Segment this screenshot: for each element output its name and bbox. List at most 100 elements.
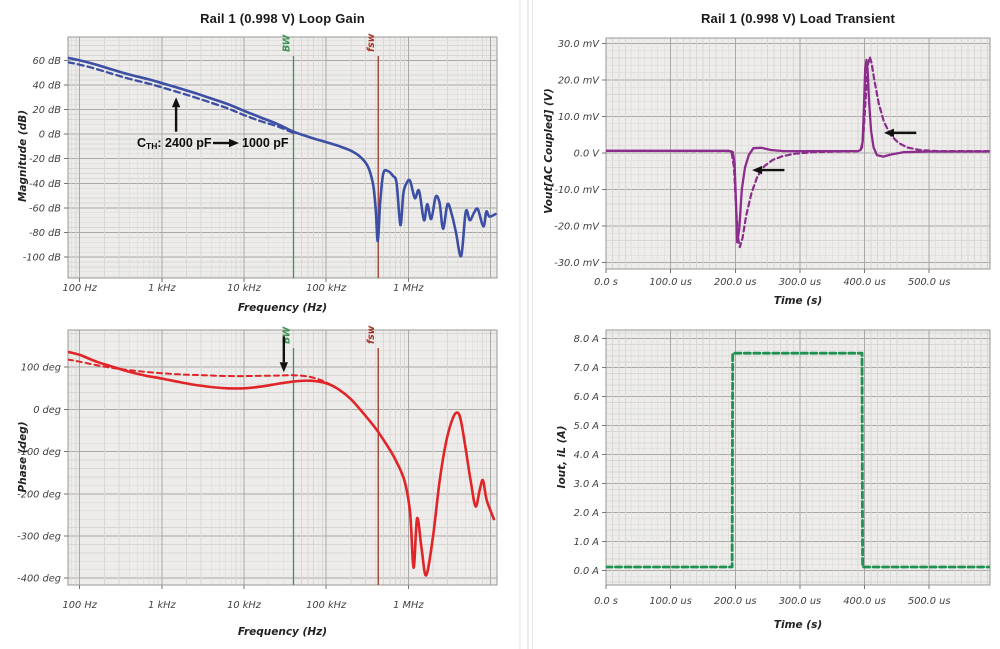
axis-ticks: [602, 42, 930, 273]
x-tick-label: 500.0 us: [908, 277, 950, 288]
marker-fsw: fsw: [366, 325, 379, 585]
y-tick-label: 8.0 A: [574, 334, 600, 345]
tick-labels: 60 dB 40 dB 20 dB 0 dB -20 dB -40 dB -60 dB -80…: [23, 56, 425, 294]
y-tick-label: 30.0 mV: [558, 39, 600, 50]
phase-axis-label: Phase (deg): [17, 421, 29, 493]
y-tick-label: 60 dB: [32, 56, 61, 67]
frequency-axis-label-phase: Frequency (Hz): [237, 626, 328, 638]
plot-frame: [67, 329, 498, 586]
cth-annotation-prefix: C: [137, 136, 147, 150]
gridlines: [605, 38, 990, 269]
curve-dashed: [606, 351, 990, 569]
x-tick-label: 400.0 us: [843, 596, 885, 607]
y-tick-label: -10.0 mV: [554, 185, 600, 196]
vout-axis-label: Vout[AC Coupled] (V): [543, 88, 555, 214]
marker-label-fsw: fsw: [366, 33, 377, 52]
y-tick-label: 6.0 A: [574, 392, 600, 403]
marker-label-fsw: fsw: [366, 325, 377, 344]
y-tick-label: -400 deg: [17, 574, 61, 585]
tick-labels: 30.0 mV 20.0 mV 10.0 mV 0.0 V -10.0 mV -20.0 …: [554, 39, 950, 288]
marker-label-BW: BW: [281, 34, 292, 52]
tick-labels: 100 deg 0 deg -100 deg -200 deg -300 deg -400…: [17, 363, 424, 611]
annotation-arrow-head: [279, 362, 289, 373]
annotation-arrow-head: [171, 97, 181, 108]
x-tick-label: 100 Hz: [63, 600, 98, 611]
chart-0: BW fsw 60 dB 40 dB 20 dB 0 dB -20 dB -40 dB -60 …: [23, 33, 498, 294]
y-tick-label: 5.0 A: [574, 421, 600, 432]
curve-solid: [68, 56, 497, 258]
x-tick-label: 200.0 us: [714, 277, 756, 288]
y-tick-label: 40 dB: [32, 80, 61, 91]
frequency-axis-label-magnitude: Frequency (Hz): [237, 302, 328, 314]
tick-labels: 8.0 A 7.0 A 6.0 A 5.0 A 4.0 A 3.0 A 2.0 A 1.0 A…: [574, 334, 951, 607]
time-axis-label-vout: Time (s): [773, 295, 823, 307]
curve-dashed: [68, 61, 295, 135]
arrow-left: [883, 128, 917, 138]
x-tick-label: 100 Hz: [63, 283, 98, 294]
x-tick-label: 100 kHz: [306, 283, 347, 294]
y-tick-label: -30.0 mV: [554, 258, 600, 269]
y-tick-label: -60 dB: [29, 203, 61, 214]
x-tick-label: 400.0 us: [843, 277, 885, 288]
y-tick-label: -80 dB: [29, 228, 61, 239]
axis-ticks: [64, 59, 409, 282]
y-tick-label: 20.0 mV: [558, 75, 600, 86]
arrow-up: [171, 97, 181, 132]
x-tick-label: 300.0 us: [779, 596, 821, 607]
magnitude-axis-label: Magnitude (dB): [17, 109, 29, 203]
y-tick-label: 7.0 A: [574, 363, 600, 374]
x-tick-label: 1 kHz: [148, 600, 176, 611]
x-tick-label: 0.0 s: [594, 277, 618, 288]
x-tick-label: 10 kHz: [227, 600, 262, 611]
cth-annotation-result: 1000 pF: [242, 136, 289, 150]
chart-1: BW fsw 100 deg 0 deg -100 deg -200 deg -300 de…: [17, 325, 498, 611]
y-tick-label: 4.0 A: [574, 450, 600, 461]
plot-frame: [605, 37, 991, 270]
x-tick-label: 1 MHz: [393, 283, 424, 294]
y-tick-label: 1.0 A: [574, 537, 600, 548]
marker-label-BW: BW: [281, 326, 292, 344]
marker-BW: BW: [281, 326, 295, 585]
cth-annotation-value: : 2400 pF: [157, 136, 212, 150]
curve-solid: [68, 350, 496, 577]
plot-frame: [605, 329, 991, 586]
iout-axis-label: Iout, iL (A): [556, 425, 568, 489]
y-tick-label: 2.0 A: [574, 508, 600, 519]
y-tick-label: -100 dB: [23, 253, 62, 264]
axis-ticks: [64, 366, 409, 589]
x-tick-label: 100 kHz: [306, 600, 347, 611]
chart-2: 30.0 mV 20.0 mV 10.0 mV 0.0 V -10.0 mV -20.0 …: [554, 37, 991, 288]
y-tick-label: -100 deg: [17, 447, 61, 458]
cth-annotation-text: CTH: 2400 pF: [137, 136, 212, 151]
y-tick-label: -20.0 mV: [554, 221, 600, 232]
y-tick-label: -300 deg: [17, 532, 61, 543]
plot-background: [68, 37, 497, 278]
x-tick-label: 100.0 us: [649, 596, 691, 607]
annotation-arrow-head: [229, 138, 239, 148]
time-axis-label-iout: Time (s): [773, 619, 823, 631]
loop-gain-title: Rail 1 (0.998 V) Loop Gain: [200, 11, 365, 26]
page-gutter-divider: [519, 0, 534, 649]
y-tick-label: 0 deg: [33, 405, 61, 416]
arrow-left: [752, 165, 785, 175]
gridlines: [68, 330, 497, 585]
x-tick-label: 1 MHz: [393, 600, 424, 611]
y-tick-label: -200 deg: [17, 489, 61, 500]
arrow-down: [279, 336, 289, 373]
y-tick-label: -20 dB: [29, 154, 61, 165]
x-tick-label: 100.0 us: [649, 277, 691, 288]
x-tick-label: 500.0 us: [908, 596, 950, 607]
x-tick-label: 0.0 s: [594, 596, 618, 607]
y-tick-label: -40 dB: [29, 179, 61, 190]
x-tick-label: 10 kHz: [227, 283, 262, 294]
y-tick-label: 10.0 mV: [558, 112, 600, 123]
y-tick-label: 100 deg: [21, 363, 61, 374]
y-tick-label: 0 dB: [39, 130, 62, 141]
x-tick-label: 300.0 us: [779, 277, 821, 288]
annotation-arrow-head: [752, 165, 763, 175]
chart-3: 8.0 A 7.0 A 6.0 A 5.0 A 4.0 A 3.0 A 2.0 A 1.0 A…: [574, 329, 991, 607]
curve-dashed: [68, 358, 333, 386]
gridlines: [605, 330, 990, 585]
load-transient-title: Rail 1 (0.998 V) Load Transient: [700, 11, 896, 26]
